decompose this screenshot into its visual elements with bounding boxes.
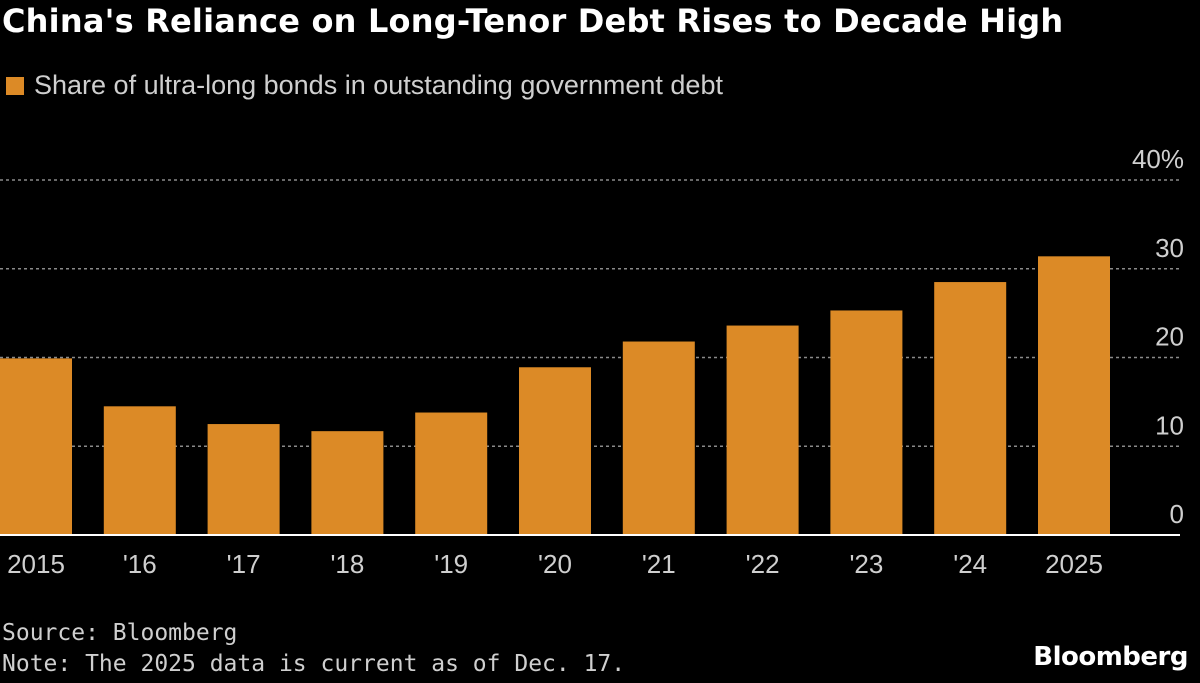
x-tick-label-3: '18 <box>330 549 364 579</box>
bar-5 <box>519 367 591 535</box>
y-tick-label-20: 20 <box>1155 322 1184 352</box>
x-tick-label-7: '22 <box>746 549 780 579</box>
x-tick-label-9: '24 <box>953 549 987 579</box>
x-tick-label-1: '16 <box>123 549 157 579</box>
legend: Share of ultra-long bonds in outstanding… <box>6 70 723 101</box>
chart-title: China's Reliance on Long-Tenor Debt Rise… <box>2 2 1064 40</box>
y-tick-label-40: 40% <box>1132 144 1184 174</box>
x-tick-label-10: 2025 <box>1045 549 1103 579</box>
bar-7 <box>726 325 799 535</box>
x-tick-label-8: '23 <box>849 549 883 579</box>
x-tick-label-4: '19 <box>434 549 468 579</box>
bar-4 <box>415 412 488 535</box>
bar-3 <box>311 431 384 535</box>
bar-0 <box>0 358 72 535</box>
note-text: Note: The 2025 data is current as of Dec… <box>2 651 626 677</box>
bar-1 <box>103 406 176 535</box>
bar-8 <box>830 310 903 535</box>
bar-6 <box>622 341 695 535</box>
bar-2 <box>207 424 280 535</box>
source-text: Source: Bloomberg <box>2 620 238 646</box>
legend-label: Share of ultra-long bonds in outstanding… <box>34 70 723 100</box>
x-tick-label-2: '17 <box>227 549 261 579</box>
y-tick-label-30: 30 <box>1155 233 1184 263</box>
x-tick-label-6: '21 <box>642 549 676 579</box>
x-tick-label-5: '20 <box>538 549 572 579</box>
legend-swatch <box>6 76 24 95</box>
y-tick-label-0: 0 <box>1170 499 1184 529</box>
y-tick-label-10: 10 <box>1155 410 1184 440</box>
bar-9 <box>934 282 1007 535</box>
bar-10 <box>1038 256 1110 535</box>
x-tick-label-0: 2015 <box>7 549 65 579</box>
bloomberg-logo: Bloomberg <box>1033 642 1188 672</box>
